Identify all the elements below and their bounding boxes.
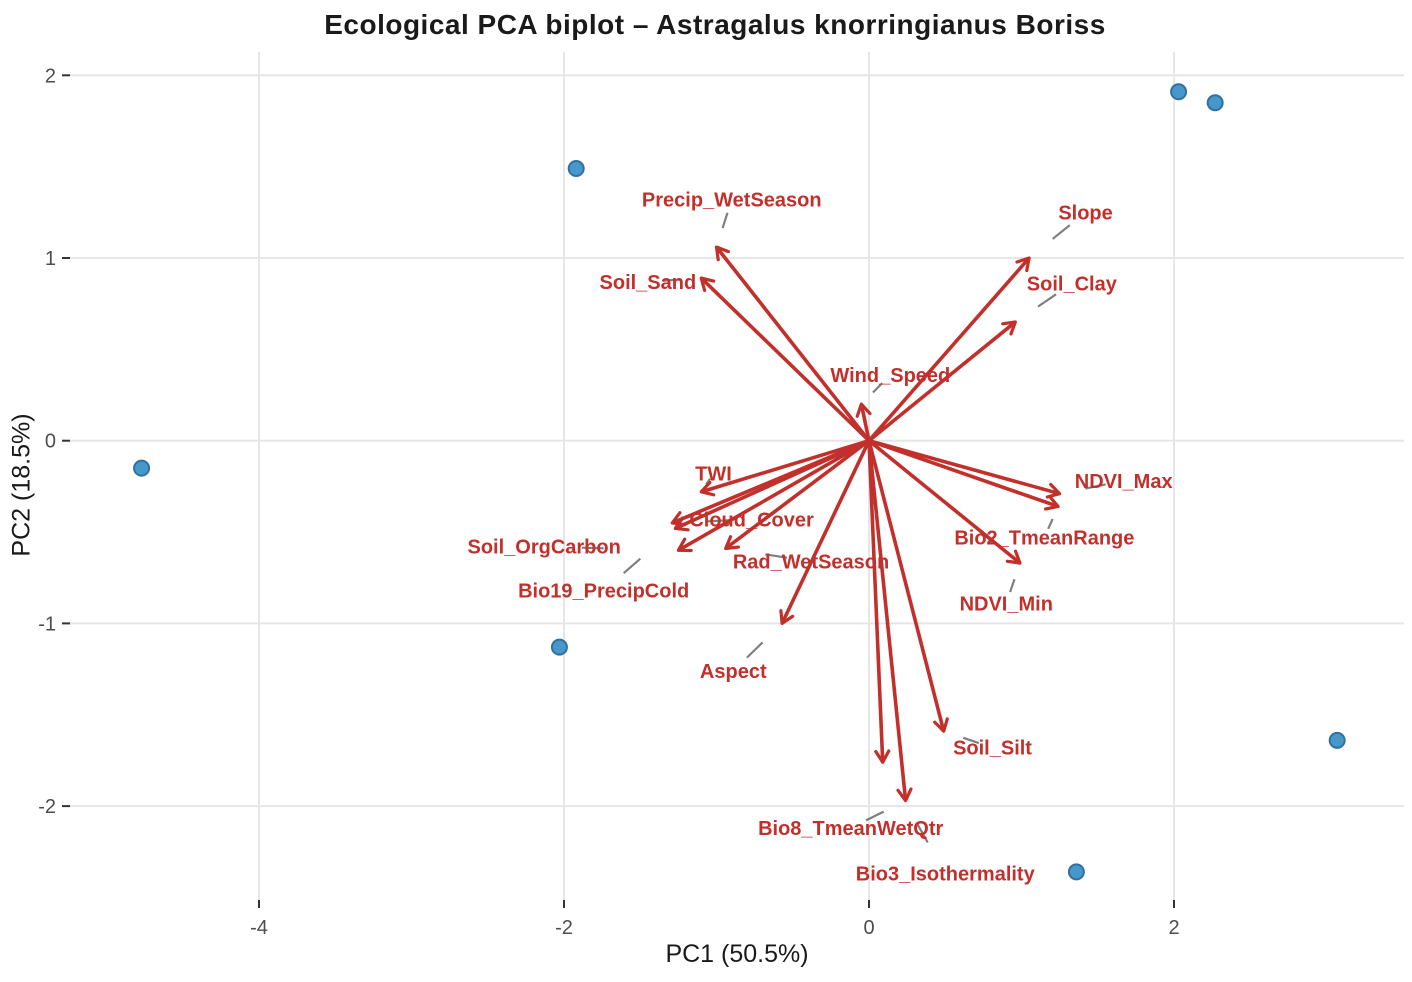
loading-label: Bio8_TmeanWetQtr — [758, 818, 943, 840]
loading-leader — [872, 382, 884, 394]
loading-label: Cloud_Cover — [689, 509, 814, 531]
loading-leader — [962, 736, 980, 745]
loading-label: Bio3_Isothermality — [856, 864, 1036, 886]
x-axis-title: PC1 (50.5%) — [665, 940, 809, 968]
loading-arrow — [867, 440, 913, 803]
loading-arrow — [724, 439, 871, 551]
loading-arrow — [867, 256, 1031, 442]
loading-arrow — [699, 438, 870, 497]
loading-label: Precip_WetSeason — [642, 190, 822, 212]
loading-leader — [1037, 293, 1057, 308]
loading-leader — [746, 641, 764, 659]
loading-label: Aspect — [700, 661, 767, 683]
loading-leader — [1085, 483, 1106, 490]
loading-leader — [721, 212, 729, 229]
loading-arrow — [867, 320, 1018, 443]
loading-arrow — [714, 245, 871, 442]
loading-label: Slope — [1058, 202, 1112, 224]
loading-label: Bio2_TmeanRange — [954, 528, 1134, 550]
data-point — [567, 159, 585, 177]
loading-arrow — [699, 276, 871, 442]
loading-arrow — [867, 440, 949, 733]
loading-leader — [1047, 518, 1054, 530]
loading-label: Rad_WetSeason — [733, 551, 889, 573]
x-tick-label: 0 — [863, 917, 874, 939]
loading-leader — [1009, 578, 1016, 593]
loading-arrow — [867, 440, 891, 764]
chart-title: Ecological PCA biplot – Astragalus knorr… — [324, 9, 1106, 40]
loading-label: Soil_Silt — [953, 738, 1032, 760]
x-tick-label: 2 — [1168, 917, 1179, 939]
y-tick-label: -2 — [38, 796, 56, 818]
loading-leader — [662, 278, 680, 282]
loading-leader — [707, 519, 730, 523]
data-point — [550, 638, 568, 656]
y-tick-label: 2 — [45, 65, 56, 87]
loading-leader — [916, 822, 929, 844]
y-axis-title: PC2 (18.5%) — [7, 413, 36, 557]
loading-label: Wind_Speed — [830, 365, 950, 387]
loading-leader — [865, 810, 885, 822]
loading-label: Soil_OrgCarbon — [467, 537, 620, 559]
x-tick-label: -4 — [250, 917, 268, 939]
data-point — [133, 459, 151, 477]
loading-label: TWI — [695, 464, 732, 486]
loading-arrow — [868, 438, 1060, 511]
loading-arrow — [855, 402, 872, 442]
loading-arrow — [868, 438, 1062, 499]
loading-leader — [622, 557, 642, 574]
loading-arrow — [673, 439, 870, 532]
y-tick-label: 0 — [45, 431, 56, 453]
loading-arrow — [867, 439, 1022, 565]
loading-label: NDVI_Min — [960, 593, 1053, 615]
y-tick-label: -1 — [38, 613, 56, 635]
x-tick-label: -2 — [555, 917, 573, 939]
loading-label: NDVI_Max — [1075, 471, 1173, 493]
data-point — [1170, 83, 1188, 101]
loading-leader — [581, 546, 604, 550]
loading-leader — [765, 553, 788, 559]
data-point — [1328, 731, 1346, 749]
data-point — [1067, 863, 1085, 881]
loading-leader — [1051, 224, 1071, 240]
loading-arrow — [676, 439, 870, 553]
loading-arrow — [779, 439, 871, 626]
loading-label: Soil_Clay — [1027, 274, 1118, 296]
loading-label: Soil_Sand — [600, 272, 697, 294]
y-tick-label: 1 — [45, 248, 56, 270]
loading-label: Bio19_PrecipCold — [518, 581, 689, 603]
data-point — [1206, 94, 1224, 112]
